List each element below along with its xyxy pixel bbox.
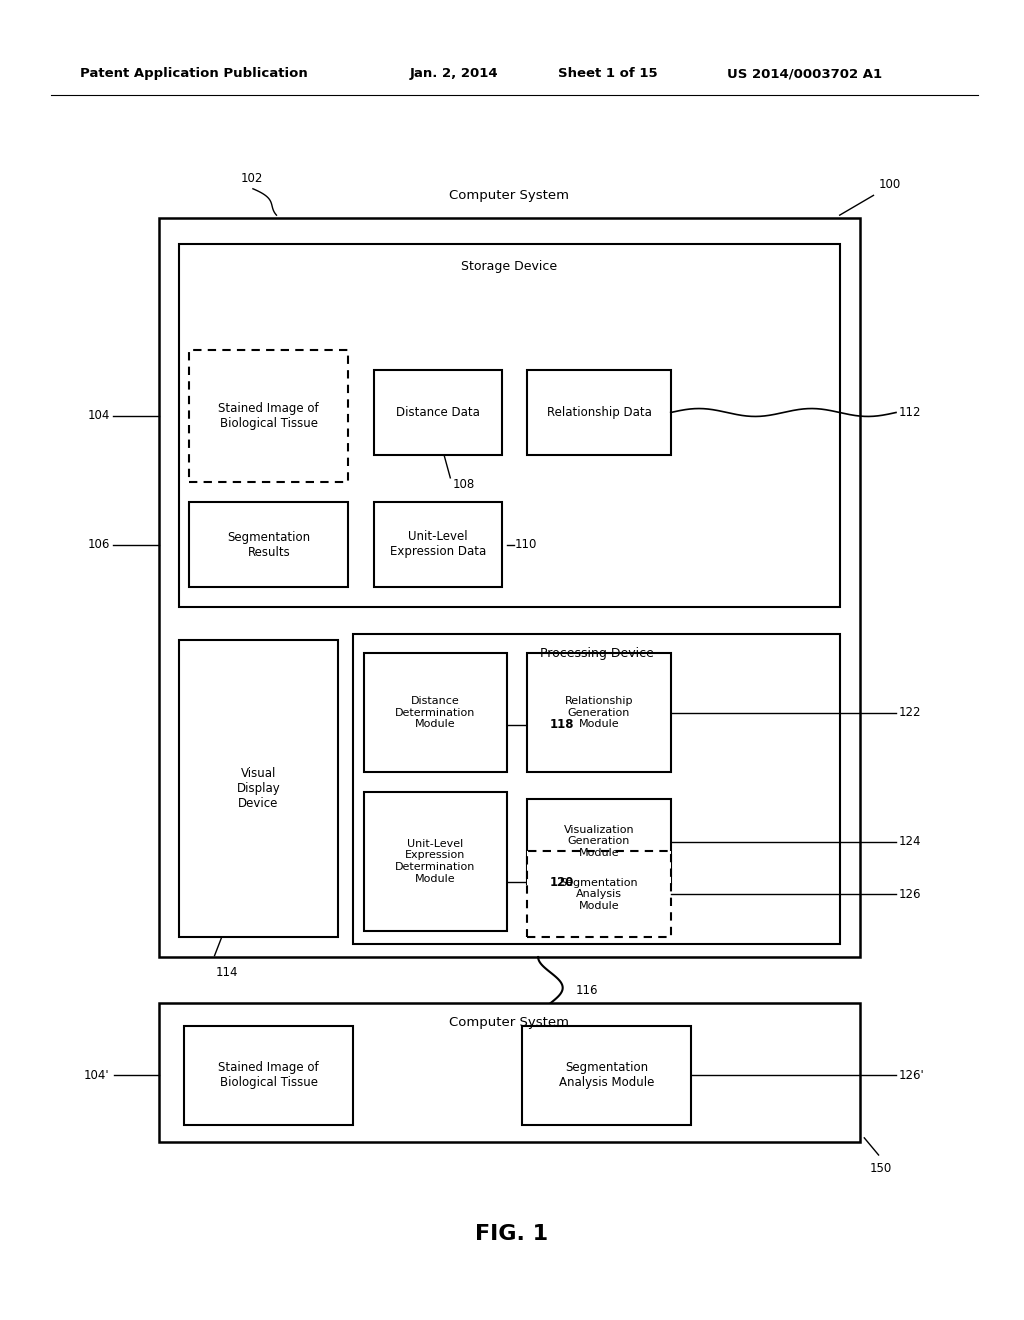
Text: Visual
Display
Device: Visual Display Device <box>237 767 281 810</box>
Text: Unit-Level
Expression Data: Unit-Level Expression Data <box>390 531 485 558</box>
Text: 118: 118 <box>550 718 574 731</box>
Text: Segmentation
Results: Segmentation Results <box>227 531 310 558</box>
Text: 104': 104' <box>84 1069 110 1081</box>
Text: 122: 122 <box>899 706 922 719</box>
Bar <box>189 350 348 482</box>
Text: 110: 110 <box>515 539 538 550</box>
Text: Patent Application Publication: Patent Application Publication <box>80 67 307 81</box>
Bar <box>179 640 338 937</box>
Bar <box>364 792 507 931</box>
Bar <box>374 502 502 587</box>
Text: 116: 116 <box>577 985 598 997</box>
Text: Sheet 1 of 15: Sheet 1 of 15 <box>558 67 657 81</box>
Text: 120: 120 <box>550 875 574 888</box>
Text: 104: 104 <box>87 409 110 422</box>
Bar <box>184 1026 353 1125</box>
Text: Segmentation
Analysis Module: Segmentation Analysis Module <box>559 1061 654 1089</box>
Text: Visualization
Generation
Module: Visualization Generation Module <box>564 825 634 858</box>
Bar <box>527 653 671 772</box>
Bar <box>353 634 840 944</box>
Bar <box>179 244 840 607</box>
Text: Processing Device: Processing Device <box>540 647 653 660</box>
Text: 126': 126' <box>899 1069 925 1081</box>
Text: 108: 108 <box>453 478 474 491</box>
Text: 150: 150 <box>869 1162 892 1175</box>
Text: 102: 102 <box>241 172 263 185</box>
Bar <box>527 799 671 884</box>
Text: Distance
Determination
Module: Distance Determination Module <box>395 696 475 730</box>
Bar <box>189 502 348 587</box>
Text: Relationship
Generation
Module: Relationship Generation Module <box>565 696 633 730</box>
Text: Segmentation
Analysis
Module: Segmentation Analysis Module <box>560 878 638 911</box>
Bar <box>159 218 860 957</box>
Text: Jan. 2, 2014: Jan. 2, 2014 <box>410 67 499 81</box>
Text: Relationship Data: Relationship Data <box>547 407 651 418</box>
Text: Distance Data: Distance Data <box>396 407 479 418</box>
Text: 112: 112 <box>899 407 922 418</box>
Bar <box>159 1003 860 1142</box>
Text: Computer System: Computer System <box>450 189 569 202</box>
Text: Computer System: Computer System <box>450 1016 569 1030</box>
Bar <box>522 1026 691 1125</box>
Text: FIG. 1: FIG. 1 <box>475 1224 549 1245</box>
Text: Stained Image of
Biological Tissue: Stained Image of Biological Tissue <box>218 1061 319 1089</box>
Text: Stained Image of
Biological Tissue: Stained Image of Biological Tissue <box>218 401 319 430</box>
Text: 126: 126 <box>899 888 922 900</box>
Text: 106: 106 <box>87 539 110 550</box>
Text: Storage Device: Storage Device <box>462 260 557 273</box>
Text: US 2014/0003702 A1: US 2014/0003702 A1 <box>727 67 882 81</box>
Text: 114: 114 <box>216 966 238 979</box>
Bar <box>364 653 507 772</box>
Bar <box>527 370 671 455</box>
Text: 100: 100 <box>879 178 901 191</box>
Text: Unit-Level
Expression
Determination
Module: Unit-Level Expression Determination Modu… <box>395 840 475 883</box>
Text: 124: 124 <box>899 836 922 847</box>
Bar <box>374 370 502 455</box>
Bar <box>527 851 671 937</box>
